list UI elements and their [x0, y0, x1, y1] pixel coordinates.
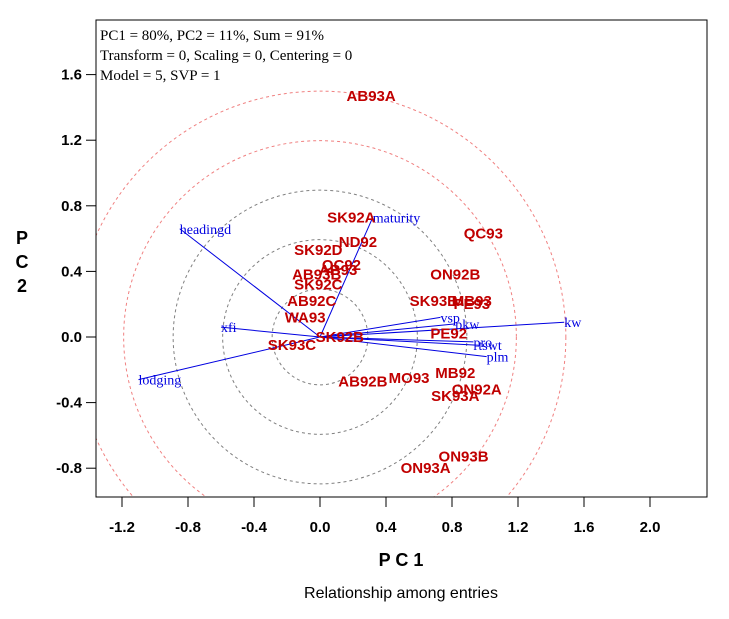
y-tick-label: -0.4: [56, 395, 83, 412]
trait-label-lodging: lodging: [139, 374, 182, 389]
red-circle-1: [96, 90, 567, 497]
entry-label-AB92B: AB92B: [338, 373, 387, 390]
x-tick-label: -0.8: [175, 519, 201, 536]
trait-label-pro: pro: [473, 336, 492, 351]
entry-label-SK92A: SK92A: [327, 209, 376, 226]
x-tick-label: -0.4: [241, 519, 268, 536]
chart-caption: Relationship among entries: [304, 585, 498, 602]
entry-label-QC92: QC92: [322, 257, 361, 274]
gray-circle-0: [271, 288, 369, 386]
entry-label-MO93: MO93: [389, 370, 430, 387]
entry-label-ND92: ND92: [339, 234, 377, 251]
y-axis-title-c: C: [16, 252, 29, 272]
vector-pro: [319, 336, 474, 343]
entry-label-SK92C: SK92C: [294, 277, 343, 294]
entry-label-AB93A: AB93A: [347, 88, 396, 105]
x-tick-label: 1.2: [508, 519, 529, 536]
x-axis-title: P C 1: [379, 550, 424, 570]
entry-label-ON93A: ON93A: [401, 460, 451, 477]
trait-label-vsp: vsp: [440, 311, 459, 326]
trait-label-maturity: maturity: [373, 211, 420, 226]
vector-plm: [319, 336, 487, 358]
entry-label-PE93: PE93: [453, 296, 490, 313]
entry-label-ON92B: ON92B: [430, 267, 480, 284]
trait-label-tswt: tswt: [478, 339, 501, 354]
entry-label-ON93B: ON93B: [439, 449, 489, 466]
entry-label-MB93: MB93: [452, 293, 492, 310]
entry-label-SK92B: SK92B: [316, 329, 365, 346]
x-tick-label: 2.0: [640, 519, 661, 536]
concentric-circles: [96, 90, 567, 497]
x-tick-label: 1.6: [574, 519, 595, 536]
y-axis-title: P C 2: [16, 228, 29, 296]
x-tick-label: 0.0: [310, 519, 331, 536]
y-axis-title-2: 2: [17, 276, 27, 296]
info-line-transform: Transform = 0, Scaling = 0, Centering = …: [100, 48, 352, 64]
y-axis-title-p: P: [16, 228, 28, 248]
entry-label-SK92D: SK92D: [294, 242, 343, 259]
x-tick-label: -1.2: [109, 519, 135, 536]
red-circle-0: [123, 140, 517, 497]
trait-label-xfi: xfi: [221, 321, 237, 336]
vector-headingd: [179, 228, 321, 338]
trait-label-plm: plm: [487, 351, 509, 366]
x-tick-label: 0.8: [442, 519, 463, 536]
trait-label-pkw: pkw: [455, 318, 480, 333]
entry-label-QC93: QC93: [464, 226, 503, 243]
vector-maturity: [319, 217, 374, 338]
entry-label-WA93: WA93: [285, 309, 326, 326]
y-tick-label: 0.4: [61, 263, 83, 280]
y-tick-label: 1.2: [61, 132, 82, 149]
entry-label-ON92A: ON92A: [452, 381, 502, 398]
y-tick-label: 1.6: [61, 67, 82, 84]
entry-label-AB93B: AB93B: [292, 267, 341, 284]
plot-frame: [95, 19, 708, 498]
entry-label-PE92: PE92: [430, 326, 467, 343]
y-tick-label: 0.8: [61, 198, 82, 215]
trait-vectors: [138, 217, 565, 381]
y-tick-label: -0.8: [56, 460, 82, 477]
gray-circle-1: [222, 239, 418, 435]
trait-label-headingd: headingd: [180, 223, 231, 238]
entry-labels: AB93ASK92AQC93ND92SK92DQC92AB93AB93BSK92…: [268, 88, 503, 477]
entry-label-SK93B: SK93B: [410, 293, 459, 310]
x-axis: -1.2 -0.8 -0.4 0.0 0.4 0.8 1.2 1.6 2.0: [109, 497, 660, 536]
trait-label-kw: kw: [564, 316, 582, 331]
vector-pkw: [319, 323, 456, 338]
vector-xfi: [220, 326, 321, 338]
x-tick-label: 0.4: [376, 519, 398, 536]
gray-circle-2: [172, 189, 468, 485]
entry-label-SK93C: SK93C: [268, 337, 317, 354]
info-line-variance: PC1 = 80%, PC2 = 11%, Sum = 91%: [100, 28, 324, 44]
vector-kw: [319, 321, 565, 338]
y-tick-label: 0.0: [61, 329, 82, 346]
entry-label-AB92C: AB92C: [287, 293, 336, 310]
vector-lodging: [138, 336, 321, 381]
vector-tswt: [319, 336, 479, 346]
info-box: PC1 = 80%, PC2 = 11%, Sum = 91% Transfor…: [100, 28, 352, 84]
y-axis: 1.6 1.2 0.8 0.4 0.0 -0.4 -0.8: [56, 67, 96, 477]
info-line-model: Model = 5, SVP = 1: [100, 68, 221, 84]
vector-vsp: [319, 316, 441, 338]
entry-label-AB93: AB93: [319, 262, 357, 279]
entry-label-MB92: MB92: [435, 365, 475, 382]
entry-label-SK93A: SK93A: [431, 388, 480, 405]
